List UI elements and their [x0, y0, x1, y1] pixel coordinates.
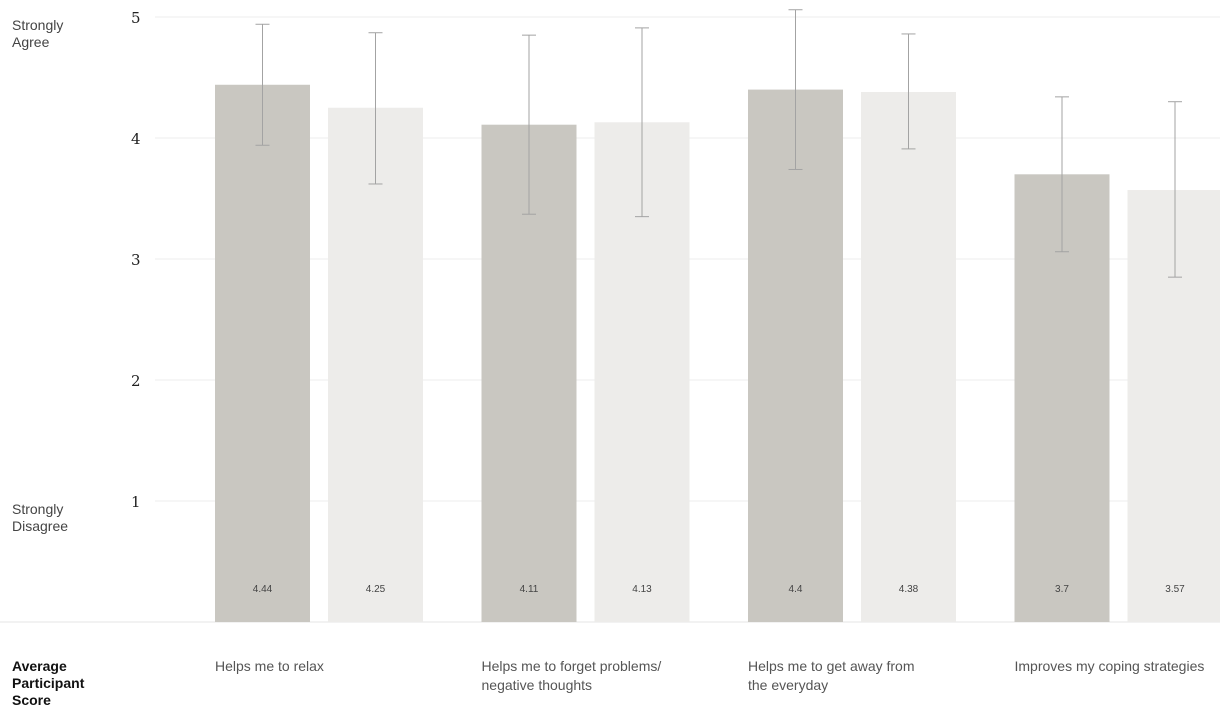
category-label: negative thoughts [482, 677, 593, 693]
bar [1127, 190, 1220, 622]
y-tick-label: 3 [131, 251, 141, 269]
category-label: Helps me to forget problems/ [482, 658, 662, 674]
bar-value-label: 3.7 [1055, 584, 1069, 595]
bar-value-label: 4.4 [789, 584, 803, 595]
y-tick-label: 5 [131, 9, 141, 27]
bar [861, 92, 956, 622]
y-tick-label: 2 [131, 372, 141, 390]
bar-value-label: 4.25 [366, 584, 386, 595]
bar [215, 84, 310, 622]
x-axis-label: Average [12, 658, 67, 674]
bar-value-label: 4.13 [632, 584, 652, 595]
bar-value-label: 4.38 [899, 584, 919, 595]
y-anchor-label-top: Agree [12, 34, 50, 50]
y-tick-label: 4 [131, 130, 141, 148]
y-anchor-label-bottom: Strongly [12, 501, 63, 517]
category-label: Helps me to get away from [748, 658, 915, 674]
bars [215, 84, 1220, 623]
y-anchor-label-top: Strongly [12, 17, 63, 33]
category-label: the everyday [748, 677, 828, 693]
y-tick-label: 1 [131, 493, 141, 511]
error-bars [255, 9, 1182, 278]
bar-value-label: 4.11 [520, 584, 539, 595]
bar-value-label: 3.57 [1165, 584, 1185, 595]
bar [748, 89, 843, 623]
y-anchor-label-bottom: Disagree [12, 518, 68, 534]
bar-value-label: 4.44 [253, 584, 273, 595]
bar [328, 107, 423, 622]
x-axis-label: Participant [12, 675, 85, 691]
x-axis-label: Score [12, 692, 51, 708]
category-label: Helps me to relax [215, 658, 324, 674]
category-label: Improves my coping strategies [1015, 658, 1205, 674]
labels: 12345StronglyAgreeStronglyDisagreeAverag… [12, 9, 1204, 708]
